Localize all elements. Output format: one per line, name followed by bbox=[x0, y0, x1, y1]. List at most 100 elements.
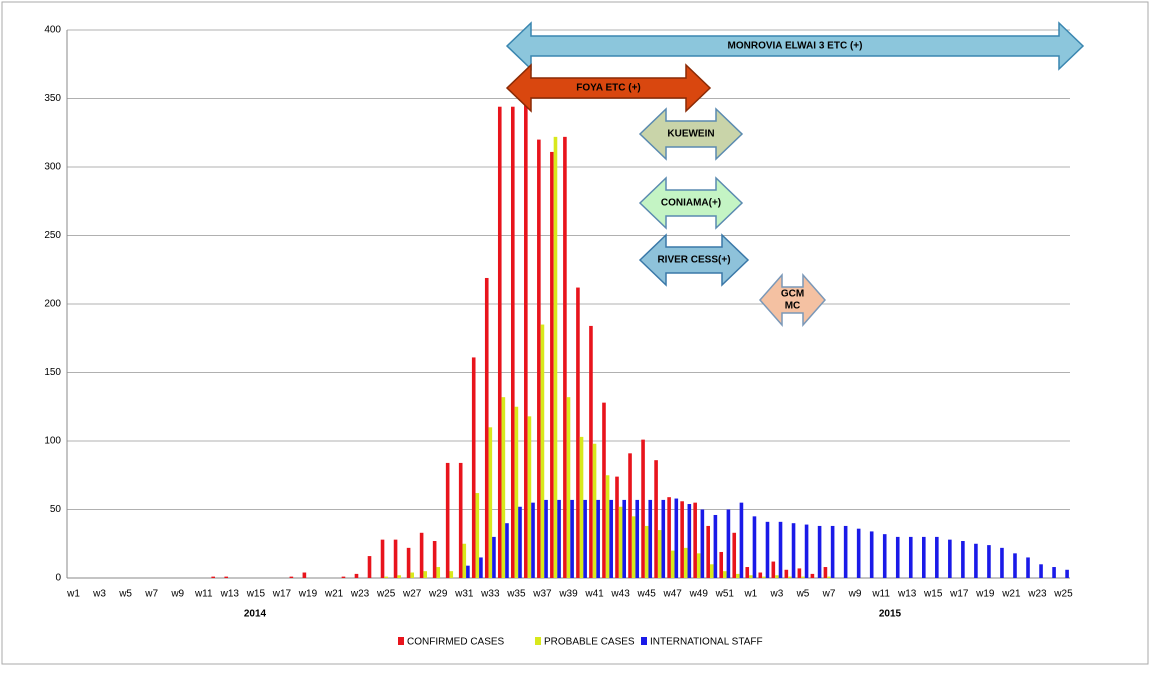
bar bbox=[648, 499, 653, 578]
bar bbox=[540, 324, 545, 578]
bar bbox=[1065, 569, 1069, 578]
bar bbox=[497, 106, 502, 578]
bar bbox=[856, 528, 861, 578]
legend-label: CONFIRMED CASES bbox=[407, 637, 505, 648]
annotation-label: CONIAMA(+) bbox=[661, 198, 721, 209]
bar bbox=[484, 277, 489, 578]
y-tick-label: 100 bbox=[44, 436, 61, 447]
x-tick-label: w49 bbox=[689, 589, 709, 600]
x-tick-label: w7 bbox=[144, 589, 158, 600]
bar bbox=[479, 557, 483, 578]
bar bbox=[566, 397, 571, 578]
bar bbox=[817, 525, 822, 578]
bar bbox=[1052, 567, 1056, 578]
bar bbox=[514, 406, 519, 578]
bar bbox=[380, 539, 385, 578]
x-tick-label: w5 bbox=[796, 589, 810, 600]
bar bbox=[1000, 547, 1004, 578]
bar bbox=[410, 572, 414, 578]
x-tick-label: w35 bbox=[506, 589, 526, 600]
bar bbox=[576, 287, 580, 578]
bar bbox=[706, 525, 710, 578]
y-tick-label: 400 bbox=[44, 25, 61, 36]
x-tick-label: w23 bbox=[1027, 589, 1047, 600]
year-label: 2014 bbox=[244, 609, 267, 620]
bar bbox=[771, 561, 776, 578]
bar bbox=[778, 521, 783, 578]
bar bbox=[615, 476, 619, 578]
bar bbox=[592, 443, 597, 578]
bar bbox=[670, 550, 675, 578]
bar bbox=[341, 576, 346, 578]
bar bbox=[657, 530, 662, 578]
bar bbox=[784, 569, 789, 578]
bar bbox=[723, 571, 727, 578]
bar bbox=[641, 439, 645, 578]
bar bbox=[570, 499, 574, 578]
x-tick-label: w51 bbox=[715, 589, 735, 600]
y-tick-label: 250 bbox=[44, 230, 61, 241]
x-tick-label: w31 bbox=[454, 589, 474, 600]
bar bbox=[661, 499, 666, 578]
bar bbox=[974, 543, 978, 578]
bar bbox=[583, 499, 587, 578]
bar bbox=[419, 532, 424, 578]
bar bbox=[762, 576, 766, 578]
bar bbox=[674, 498, 679, 578]
bar bbox=[518, 506, 522, 578]
bar bbox=[589, 325, 593, 578]
bar bbox=[935, 536, 939, 578]
bar bbox=[791, 523, 796, 578]
bar bbox=[687, 504, 692, 578]
annotation-arrow bbox=[638, 176, 744, 230]
x-tick-label: w13 bbox=[897, 589, 917, 600]
y-tick-label: 50 bbox=[50, 504, 62, 515]
x-tick-label: w1 bbox=[66, 589, 80, 600]
bar bbox=[628, 453, 632, 578]
bar bbox=[1013, 553, 1017, 578]
bar bbox=[987, 545, 991, 578]
bar bbox=[563, 136, 567, 579]
bar bbox=[224, 576, 229, 578]
bar bbox=[501, 397, 506, 578]
annotation-label: RIVER CESS(+) bbox=[657, 255, 730, 266]
bar bbox=[211, 576, 215, 578]
bar bbox=[524, 105, 528, 578]
bar bbox=[631, 516, 636, 578]
bar bbox=[289, 576, 294, 578]
bar bbox=[423, 571, 428, 578]
x-tick-label: w15 bbox=[246, 589, 266, 600]
x-tick-label: w21 bbox=[1001, 589, 1021, 600]
bar bbox=[775, 575, 779, 578]
bar bbox=[696, 553, 701, 578]
x-tick-label: w15 bbox=[923, 589, 943, 600]
y-tick-label: 0 bbox=[55, 573, 61, 584]
bar bbox=[505, 523, 509, 578]
bar bbox=[736, 573, 740, 578]
bar bbox=[544, 499, 548, 578]
legend-swatch bbox=[535, 637, 541, 645]
bar bbox=[654, 460, 658, 578]
y-tick-label: 350 bbox=[44, 93, 61, 104]
bar bbox=[596, 499, 600, 578]
bar bbox=[471, 357, 476, 578]
year-label: 2015 bbox=[879, 609, 902, 620]
bar bbox=[797, 568, 802, 578]
bar bbox=[667, 497, 671, 578]
x-tick-label: w21 bbox=[324, 589, 344, 600]
bar bbox=[609, 499, 613, 578]
bar bbox=[302, 572, 307, 578]
bar bbox=[752, 516, 757, 578]
bar bbox=[449, 571, 454, 578]
x-tick-label: w9 bbox=[848, 589, 862, 600]
bar bbox=[644, 525, 649, 578]
bar bbox=[527, 416, 532, 578]
bar bbox=[432, 541, 437, 578]
annotation-arrow bbox=[759, 273, 826, 327]
bar bbox=[801, 576, 805, 578]
bar bbox=[726, 509, 731, 578]
bar bbox=[553, 136, 558, 579]
x-tick-label: w27 bbox=[402, 589, 422, 600]
x-tick-label: w7 bbox=[822, 589, 836, 600]
